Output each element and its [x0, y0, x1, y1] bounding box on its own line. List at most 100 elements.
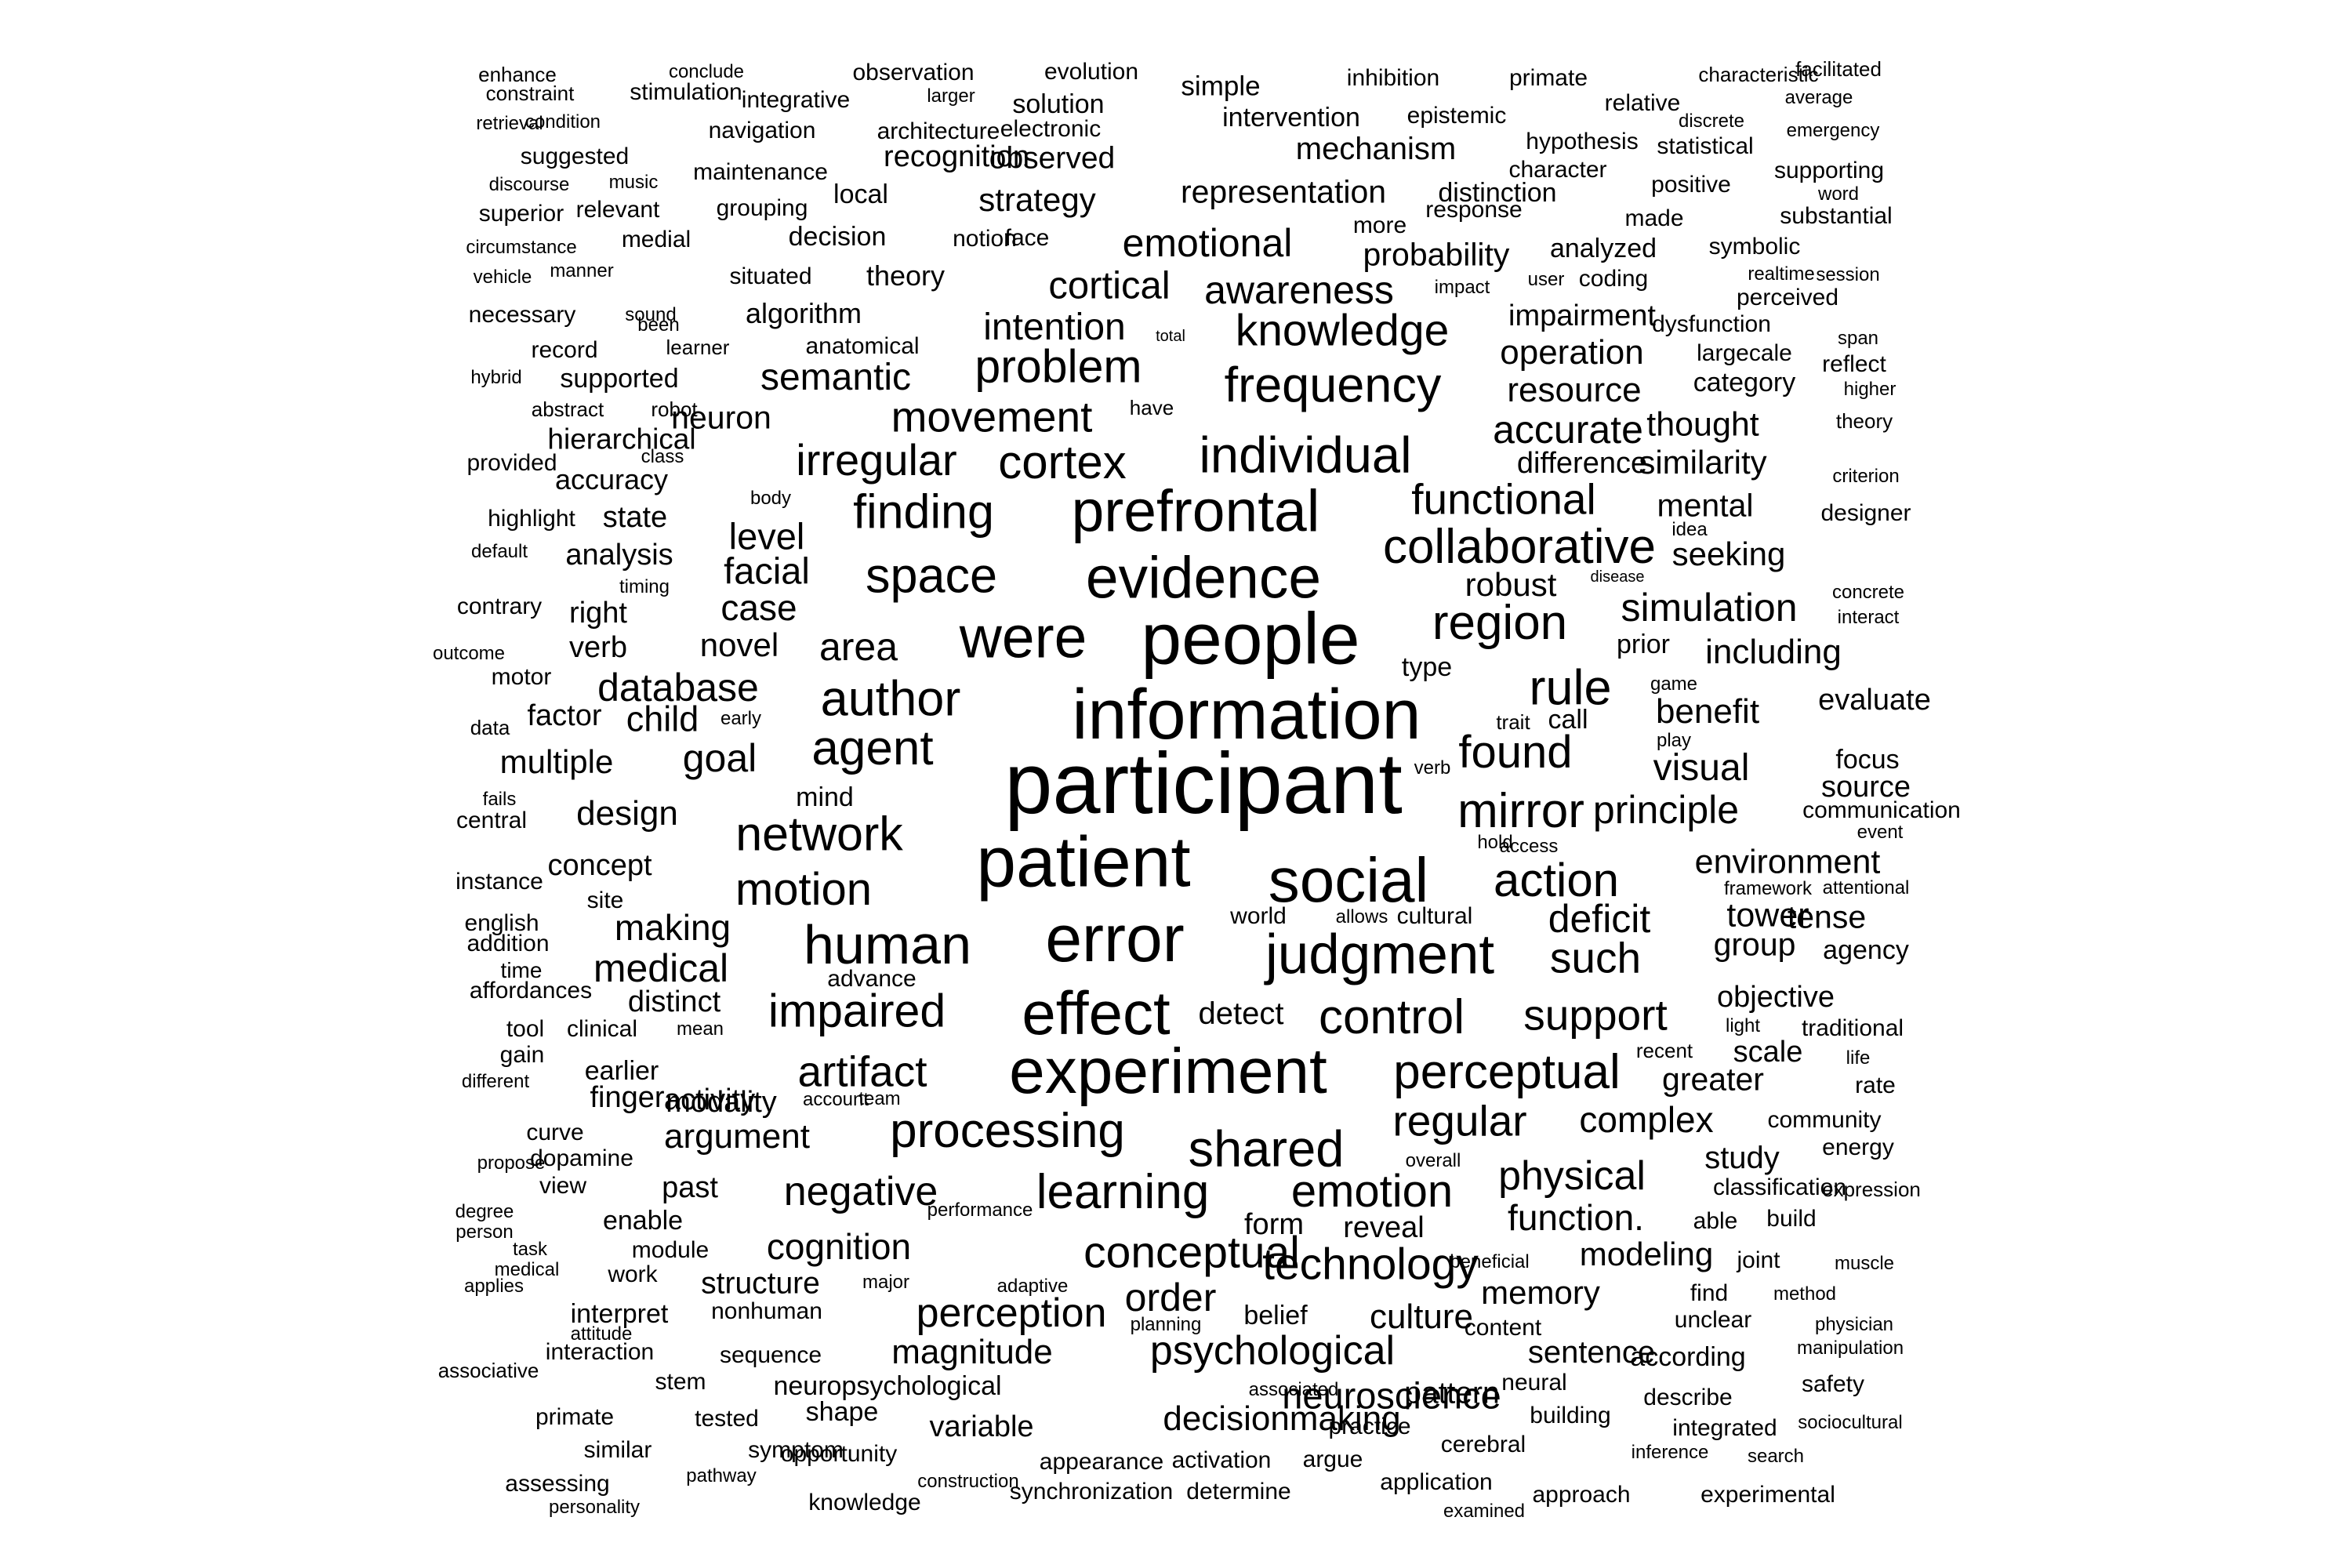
word-123: evolution	[1044, 59, 1139, 85]
word-208: disease	[1590, 568, 1645, 586]
word-178: necessary	[468, 302, 576, 328]
word-328: argue	[1302, 1446, 1363, 1472]
word-139: architecture	[877, 118, 1000, 144]
word-91: seeking	[1671, 535, 1786, 572]
word-271: propose	[477, 1152, 546, 1174]
word-316: tested	[695, 1406, 759, 1432]
word-213: right	[569, 597, 627, 630]
word-96: tense	[1787, 898, 1867, 935]
word-138: navigation	[708, 118, 816, 143]
word-102: sentence	[1527, 1335, 1656, 1370]
word-51: cortical	[1048, 264, 1171, 307]
word-90: mental	[1657, 487, 1754, 524]
word-188: span	[1837, 328, 1879, 349]
word-0: participant	[1004, 735, 1403, 832]
word-194: higher	[1843, 379, 1896, 400]
word-45: functional	[1411, 474, 1596, 524]
word-254: mean	[676, 1018, 724, 1040]
word-57: order	[1124, 1276, 1217, 1319]
word-324: symptom	[748, 1437, 844, 1463]
word-231: fails	[482, 789, 517, 810]
word-116: mechanism	[1295, 132, 1457, 166]
word-233: communication	[1802, 797, 1961, 823]
word-97: group	[1713, 926, 1796, 963]
word-101: study	[1704, 1141, 1780, 1175]
word-225: call	[1548, 705, 1588, 735]
word-114: algorithm	[745, 297, 862, 329]
word-72: cognition	[766, 1226, 912, 1267]
word-153: distinction	[1438, 178, 1557, 208]
word-293: adaptive	[996, 1276, 1069, 1297]
word-87: resource	[1507, 371, 1642, 409]
word-339: experimental	[1700, 1482, 1835, 1508]
word-275: expression	[1822, 1178, 1921, 1201]
word-6: effect	[1022, 978, 1171, 1047]
word-335: synchronization	[1009, 1479, 1174, 1504]
word-128: enhance	[478, 63, 557, 86]
word-289: medical	[494, 1259, 560, 1280]
word-211: concrete	[1831, 582, 1905, 603]
word-65: neuroscience	[1282, 1374, 1501, 1417]
word-119: simple	[1181, 71, 1261, 102]
word-274: classification	[1712, 1174, 1847, 1200]
word-177: session	[1816, 264, 1880, 285]
word-283: person	[456, 1221, 514, 1243]
word-61: database	[597, 666, 759, 710]
word-244: allows	[1335, 906, 1388, 927]
word-184: record	[531, 337, 598, 363]
word-30: mirror	[1457, 784, 1584, 838]
word-117: recognition	[884, 140, 1029, 173]
word-219: motor	[491, 664, 552, 690]
word-42: support	[1523, 990, 1668, 1040]
word-100: greater	[1662, 1061, 1764, 1098]
word-151: music	[608, 172, 659, 193]
word-262: rate	[1855, 1073, 1896, 1098]
word-146: suggested	[520, 143, 630, 169]
word-35: problem	[975, 340, 1142, 393]
word-279: form	[1244, 1208, 1304, 1241]
word-298: planning	[1130, 1314, 1202, 1335]
word-31: region	[1432, 596, 1568, 650]
word-245: cultural	[1396, 903, 1473, 929]
word-113: neuron	[671, 399, 771, 436]
word-272: overall	[1405, 1150, 1461, 1171]
word-160: made	[1624, 205, 1684, 231]
word-142: discrete	[1678, 111, 1745, 132]
word-50: area	[818, 625, 898, 669]
word-16: processing	[890, 1104, 1125, 1158]
word-256: traditional	[1801, 1015, 1904, 1041]
word-303: attitude	[570, 1323, 633, 1345]
word-216: outcome	[432, 643, 506, 664]
word-198: theory	[1835, 409, 1893, 433]
word-103: pattern	[1404, 1376, 1500, 1410]
word-58: deficit	[1548, 897, 1651, 941]
word-132: integrative	[741, 87, 851, 113]
word-337: application	[1380, 1469, 1493, 1495]
word-212: contrary	[456, 593, 543, 619]
word-341: knowledge	[808, 1490, 921, 1515]
word-157: relevant	[575, 197, 660, 223]
word-158: grouping	[716, 195, 808, 221]
word-95: tower	[1726, 896, 1809, 935]
word-291: major	[862, 1272, 910, 1293]
word-261: earlier	[584, 1056, 659, 1086]
word-165: notion	[953, 226, 1017, 252]
word-85: probability	[1363, 236, 1510, 273]
word-277: enable	[602, 1206, 684, 1236]
word-300: content	[1464, 1315, 1542, 1341]
word-70: modeling	[1579, 1236, 1714, 1272]
word-20: agent	[811, 721, 934, 775]
word-7: experiment	[1009, 1036, 1327, 1107]
word-118: observed	[989, 141, 1116, 176]
word-94: environment	[1694, 843, 1881, 881]
word-249: advance	[827, 966, 916, 992]
word-179: sound	[625, 304, 677, 325]
word-145: statistical	[1657, 133, 1754, 159]
word-202: criterion	[1832, 466, 1900, 487]
word-75: level	[728, 515, 805, 557]
word-40: found	[1458, 727, 1573, 778]
word-280: reveal	[1343, 1211, 1425, 1244]
word-68: culture	[1369, 1298, 1474, 1336]
word-136: retrieval	[476, 113, 543, 134]
word-63: visual	[1653, 747, 1750, 789]
